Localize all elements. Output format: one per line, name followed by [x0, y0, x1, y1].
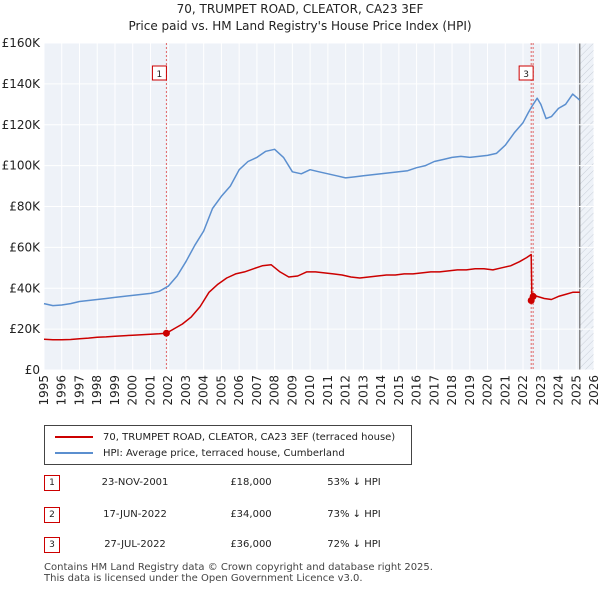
x-tick-label: 2008 [268, 375, 282, 406]
x-tick-label: 2024 [552, 375, 566, 406]
x-tick-label: 2020 [481, 375, 495, 406]
x-tick-label: 2017 [427, 375, 441, 406]
y-tick-label: £20K [9, 322, 41, 336]
transaction-hpi-diff: 53% ↓ HPI [327, 477, 381, 488]
legend-label-hpi: HPI: Average price, terraced house, Cumb… [103, 447, 345, 459]
x-tick-label: 2026 [587, 375, 600, 406]
x-tick-label: 2002 [161, 375, 175, 406]
x-tick-label: 2022 [516, 375, 530, 406]
x-tick-label: 2025 [569, 375, 583, 406]
x-tick-label: 2001 [143, 375, 157, 406]
x-tick-label: 2009 [285, 375, 299, 406]
transaction-marker-label: 3 [523, 70, 529, 80]
legend: 70, TRUMPET ROAD, CLEATOR, CA23 3EF (ter… [44, 425, 412, 465]
x-tick-label: 2015 [392, 375, 406, 406]
x-tick-label: 2013 [356, 375, 370, 406]
transaction-marker-label: 1 [157, 70, 163, 80]
x-tick-label: 2010 [303, 375, 317, 406]
transaction-price: £18,000 [230, 477, 272, 488]
transaction-date: 23-NOV-2001 [101, 477, 169, 488]
x-tick-label: 2003 [179, 375, 193, 406]
transaction-number-badge: 3 [44, 537, 60, 553]
legend-swatch-property [55, 436, 93, 438]
transaction-date: 17-JUN-2022 [103, 509, 167, 520]
chart-subtitle: Price paid vs. HM Land Registry's House … [128, 19, 472, 33]
y-tick-label: £140K [2, 77, 42, 91]
series-line [43, 93, 581, 307]
y-tick-label: £160K [2, 36, 42, 50]
transaction-number-badge: 2 [44, 507, 60, 523]
y-tick-label: £100K [2, 159, 42, 173]
price-chart: £0 £20K £40K £60K £80K £100K £120K £140K £160K 19… [2, 36, 600, 406]
y-tick-label: £60K [9, 240, 41, 254]
transaction-row: 3 27-JUL-2022 £36,000 72% ↓ HPI [44, 537, 444, 555]
transaction-row: 1 23-NOV-2001 £18,000 53% ↓ HPI [44, 475, 444, 493]
x-tick-label: 1997 [72, 375, 86, 406]
legend-label-property: 70, TRUMPET ROAD, CLEATOR, CA23 3EF (ter… [103, 431, 396, 443]
legend-swatch-hpi [55, 452, 93, 454]
transaction-number-badge: 1 [44, 475, 60, 491]
x-tick-label: 2018 [445, 375, 459, 406]
legend-item-hpi: HPI: Average price, terraced house, Cumb… [55, 446, 345, 460]
transaction-point [529, 292, 537, 300]
y-tick-label: £40K [9, 281, 41, 295]
y-tick-label: £0 [25, 363, 40, 377]
x-tick-label: 2014 [374, 375, 388, 406]
footer-line-copyright: Contains HM Land Registry data © Crown c… [44, 562, 433, 573]
transaction-point [162, 329, 170, 337]
x-tick-label: 2005 [214, 375, 228, 406]
x-tick-label: 2012 [339, 375, 353, 406]
transaction-price: £36,000 [230, 539, 272, 550]
x-tick-label: 1999 [108, 375, 122, 406]
x-tick-label: 2004 [197, 375, 211, 406]
x-tick-label: 1996 [55, 375, 69, 406]
transaction-hpi-diff: 73% ↓ HPI [327, 509, 381, 520]
footer-line-licence: This data is licensed under the Open Gov… [44, 573, 363, 584]
y-tick-label: £80K [9, 200, 41, 214]
legend-item-property: 70, TRUMPET ROAD, CLEATOR, CA23 3EF (ter… [55, 430, 395, 444]
x-tick-label: 1995 [37, 375, 51, 406]
transaction-row: 2 17-JUN-2022 £34,000 73% ↓ HPI [44, 507, 444, 525]
y-tick-label: £120K [2, 118, 42, 132]
x-tick-label: 2000 [126, 375, 140, 406]
series-line [43, 253, 580, 341]
x-tick-label: 2019 [463, 375, 477, 406]
x-tick-label: 2021 [498, 375, 512, 406]
x-tick-label: 2011 [321, 375, 335, 406]
footer-attribution: Contains HM Land Registry data © Crown c… [44, 562, 433, 584]
transaction-marker-badge [518, 65, 534, 81]
x-tick-label: 2016 [410, 375, 424, 406]
chart-title: 70, TRUMPET ROAD, CLEATOR, CA23 3EF [176, 2, 424, 16]
transaction-date: 27-JUL-2022 [104, 539, 166, 550]
transaction-marker-badge [151, 65, 167, 81]
x-tick-label: 2006 [232, 375, 246, 406]
transaction-hpi-diff: 72% ↓ HPI [327, 539, 381, 550]
x-tick-label: 2023 [534, 375, 548, 406]
transaction-price: £34,000 [230, 509, 272, 520]
x-tick-label: 1998 [90, 375, 104, 406]
x-tick-label: 2007 [250, 375, 264, 406]
